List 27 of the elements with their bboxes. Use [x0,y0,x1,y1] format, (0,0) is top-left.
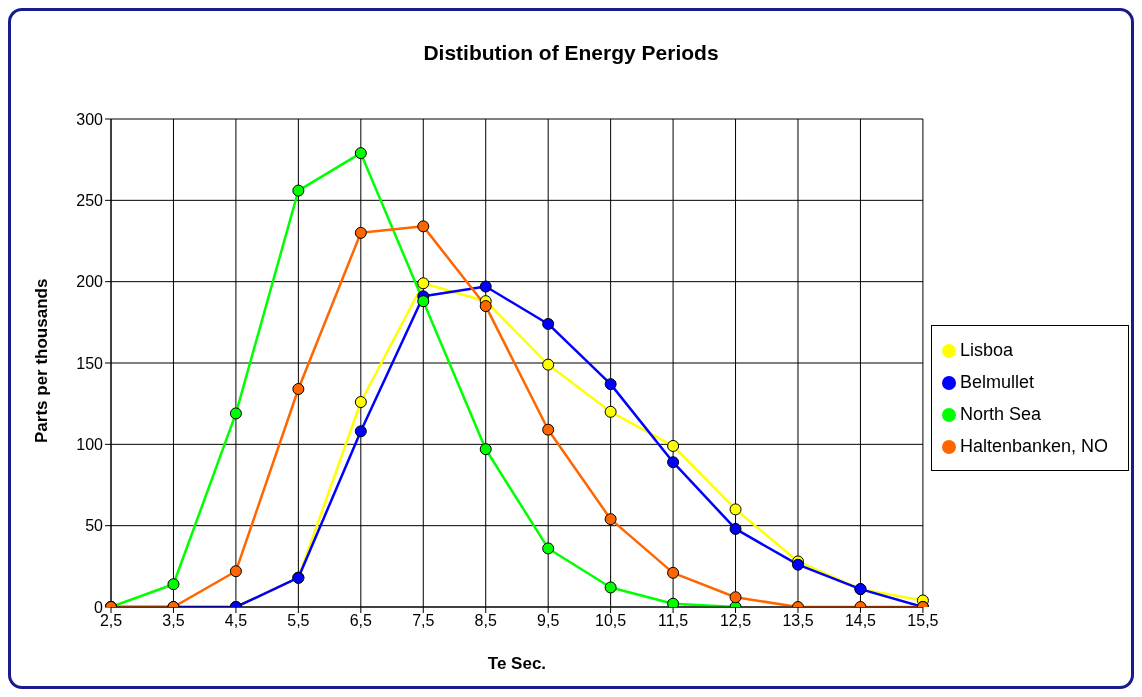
x-tick-label: 11,5 [658,612,689,630]
y-tick-label: 150 [76,354,104,372]
x-tick-label: 13,5 [782,612,814,630]
x-tick-label: 4,5 [224,612,248,630]
x-tick-label: 6,5 [349,612,373,630]
x-tick-label: 7,5 [412,612,435,630]
y-tick-label: 50 [85,517,104,535]
x-tick-label: 14,5 [844,612,877,630]
y-tick-label: 300 [76,110,104,128]
x-tick-label: 8,5 [474,612,497,630]
y-tick-label: 200 [76,273,104,291]
y-tick-label: 250 [76,192,104,210]
x-axis-title: Te Sec. [487,654,547,673]
legend-label: Lisboa [959,340,1013,360]
x-tick-label: 12,5 [719,612,752,630]
x-tick-label: 5,5 [287,612,310,630]
x-tick-label: 15,5 [907,612,939,630]
chart-title: Distibution of Energy Periods [422,41,720,65]
legend-label: Belmullet [959,372,1034,392]
legend-label: Haltenbanken, NO [959,436,1108,456]
x-tick-label: 3,5 [162,612,185,630]
x-tick-label: 2,5 [99,612,123,630]
x-tick-label: 9,5 [537,612,560,630]
legend-label: North Sea [959,404,1041,424]
y-axis-title: Parts per thousands [32,278,52,443]
y-tick-label: 100 [76,436,104,454]
x-tick-label: 10,5 [595,612,627,630]
